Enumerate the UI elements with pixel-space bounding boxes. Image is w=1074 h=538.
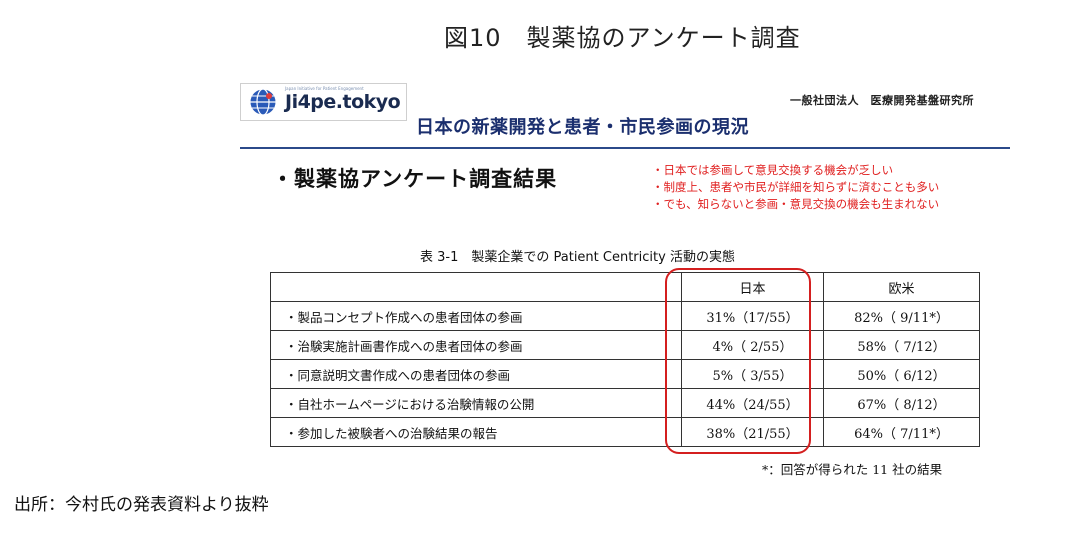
header-west: 欧米 <box>823 272 980 302</box>
slide-heading: 日本の新薬開発と患者・市民参画の現況 <box>416 117 749 138</box>
header-divider <box>240 147 1010 149</box>
table-footnote: *：回答が得られた 11 社の結果 <box>762 462 943 477</box>
header-item <box>270 272 682 302</box>
note-line: ・制度上、患者や市民が詳細を知らずに済むことも多い <box>652 180 940 194</box>
note-line: ・日本では参画して意見交換する機会が乏しい <box>652 163 894 177</box>
row-west: 50%（ 6/12） <box>823 359 980 389</box>
table-row: ・製品コンセプト作成への患者団体の参画 31%（17/55） 82%（ 9/11… <box>270 301 980 331</box>
table-header-row: 日本 欧米 <box>270 272 980 302</box>
figure-title: 図10 製薬協のアンケート調査 <box>444 24 801 52</box>
row-west: 64%（ 7/11*） <box>823 417 980 447</box>
red-notes: ・日本では参画して意見交換する機会が乏しい ・制度上、患者や市民が詳細を知らずに… <box>652 162 1032 213</box>
row-item: ・治験実施計画書作成への患者団体の参画 <box>270 330 682 360</box>
row-west: 67%（ 8/12） <box>823 388 980 418</box>
row-japan: 31%（17/55） <box>681 301 824 331</box>
note-line: ・でも、知らないと参画・意見交換の機会も生まれない <box>652 197 940 211</box>
row-japan: 4%（ 2/55） <box>681 330 824 360</box>
row-item: ・自社ホームページにおける治験情報の公開 <box>270 388 682 418</box>
ji4pe-logo: Japan Initiative for Patient Engagement … <box>240 83 407 121</box>
survey-table: 日本 欧米 ・製品コンセプト作成への患者団体の参画 31%（17/55） 82%… <box>270 272 980 447</box>
section-title: ・製薬協アンケート調査結果 <box>272 167 558 191</box>
row-item: ・製品コンセプト作成への患者団体の参画 <box>270 301 682 331</box>
table-caption: 表 3-1 製薬企業での Patient Centricity 活動の実態 <box>420 250 735 265</box>
globe-icon <box>249 88 277 116</box>
organization-name: 一般社団法人 医療開発基盤研究所 <box>790 94 974 107</box>
table-row: ・同意説明文書作成への患者団体の参画 5%（ 3/55） 50%（ 6/12） <box>270 359 980 389</box>
source-note: 出所：今村氏の発表資料より抜粋 <box>14 495 269 515</box>
row-japan: 38%（21/55） <box>681 417 824 447</box>
row-west: 82%（ 9/11*） <box>823 301 980 331</box>
row-west: 58%（ 7/12） <box>823 330 980 360</box>
japan-column-highlight <box>665 268 811 454</box>
table-row: ・治験実施計画書作成への患者団体の参画 4%（ 2/55） 58%（ 7/12） <box>270 330 980 360</box>
table-row: ・参加した被験者への治験結果の報告 38%（21/55） 64%（ 7/11*） <box>270 417 980 447</box>
row-item: ・同意説明文書作成への患者団体の参画 <box>270 359 682 389</box>
table-row: ・自社ホームページにおける治験情報の公開 44%（24/55） 67%（ 8/1… <box>270 388 980 418</box>
logo-tagline: Japan Initiative for Patient Engagement <box>285 86 364 91</box>
row-item: ・参加した被験者への治験結果の報告 <box>270 417 682 447</box>
logo-brand: Ji4pe.tokyo <box>285 91 401 113</box>
